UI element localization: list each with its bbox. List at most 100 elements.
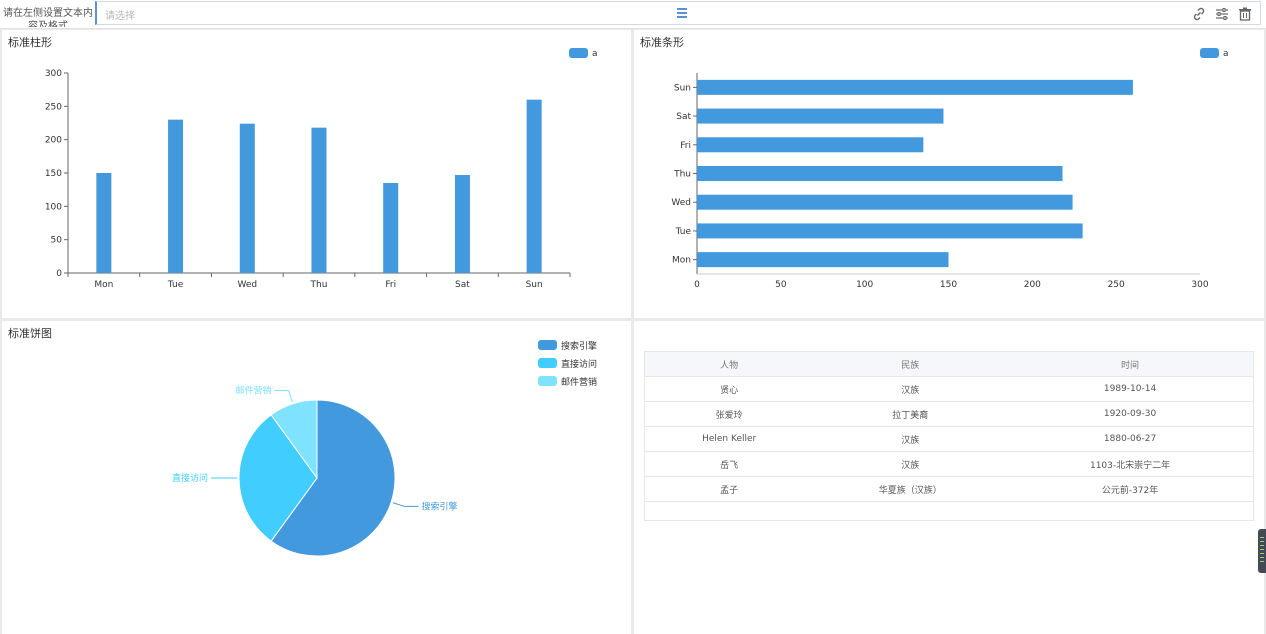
table-cell: 拉丁美裔 bbox=[813, 401, 1008, 427]
table-row[interactable]: 张爱玲 拉丁美裔 1920-09-30 bbox=[644, 401, 1254, 427]
legend-swatch bbox=[538, 376, 557, 386]
y-tick-label: Tue bbox=[675, 227, 692, 237]
x-tick-label: Tue bbox=[167, 280, 184, 290]
y-tick-label: Mon bbox=[672, 256, 691, 266]
column-header: 人物 bbox=[644, 351, 814, 377]
table-row-empty bbox=[644, 501, 1254, 521]
y-tick-label: 150 bbox=[45, 169, 62, 179]
bar-chart-title: 标准柱形 bbox=[8, 36, 52, 49]
pie-slice bbox=[270, 399, 396, 557]
bar bbox=[168, 119, 184, 274]
y-tick-label: Fri bbox=[680, 141, 691, 151]
y-tick-label: 300 bbox=[45, 69, 62, 79]
bar bbox=[697, 79, 1133, 95]
drag-handle-icon[interactable] bbox=[677, 1, 687, 25]
legend-swatch bbox=[1200, 48, 1219, 58]
bar bbox=[454, 175, 470, 273]
legend-label: 邮件营销 bbox=[561, 376, 597, 388]
y-tick-label: 100 bbox=[45, 202, 62, 212]
table-cell: Helen Keller bbox=[644, 426, 814, 452]
hbar-chart-panel: 标准条形 a 0 50 100 150 200 250 300 Mon Tue Wed Thu Fri S… bbox=[634, 30, 1264, 318]
pie-label: 直接访问 bbox=[172, 472, 208, 484]
y-tick-label: Wed bbox=[671, 198, 691, 208]
table-panel: 人物 民族 时间 贤心 汉族 1989-10-14 张爱玲 拉丁美裔 1920-… bbox=[634, 321, 1264, 634]
table-cell: 孟子 bbox=[644, 476, 814, 502]
pie-slice bbox=[270, 399, 318, 480]
table-cell: 汉族 bbox=[813, 376, 1008, 402]
x-tick-label: 50 bbox=[775, 280, 787, 290]
legend-swatch bbox=[569, 48, 588, 58]
bar bbox=[697, 194, 1073, 210]
x-tick-label: Thu bbox=[310, 280, 328, 290]
x-tick-label: Wed bbox=[237, 280, 257, 290]
table-cell: 汉族 bbox=[813, 426, 1008, 452]
bar bbox=[311, 127, 327, 274]
hbar-chart-title: 标准条形 bbox=[640, 36, 684, 49]
x-tick-label: 100 bbox=[856, 280, 873, 290]
column-header: 时间 bbox=[1007, 351, 1254, 377]
x-tick-label: Fri bbox=[385, 280, 396, 290]
table-row[interactable]: Helen Keller 汉族 1880-06-27 bbox=[644, 426, 1254, 452]
table-header-row: 人物 民族 时间 bbox=[644, 351, 1254, 377]
x-tick-label: 250 bbox=[1108, 280, 1125, 290]
pie-label-line bbox=[392, 502, 419, 507]
column-header: 民族 bbox=[813, 351, 1008, 377]
top-toolbar: 请在左侧设置文本内容及格式 请选择 bbox=[0, 0, 1266, 29]
legend-swatch bbox=[538, 358, 557, 368]
table-cell: 1920-09-30 bbox=[1007, 401, 1254, 427]
y-tick-label: Sat bbox=[676, 112, 691, 122]
y-tick-label: 50 bbox=[51, 236, 63, 246]
y-tick-label: 200 bbox=[45, 136, 62, 146]
link-icon[interactable] bbox=[1191, 6, 1207, 22]
bar bbox=[96, 173, 112, 273]
x-tick-label: Sat bbox=[455, 280, 470, 290]
pie-slice bbox=[238, 414, 318, 542]
legend-label: a bbox=[1223, 49, 1229, 59]
pie-label: 邮件营销 bbox=[236, 385, 272, 397]
bar bbox=[526, 99, 542, 274]
table-cell: 1880-06-27 bbox=[1007, 426, 1254, 452]
table-row[interactable]: 岳飞 汉族 1103-北宋崇宁二年 bbox=[644, 451, 1254, 477]
pie-label-line bbox=[274, 390, 293, 403]
table-cell: 汉族 bbox=[813, 451, 1008, 477]
side-meter-widget[interactable] bbox=[1258, 529, 1266, 573]
y-tick-label: Sun bbox=[674, 83, 691, 93]
x-tick-label: Mon bbox=[94, 280, 113, 290]
table-cell: 岳飞 bbox=[644, 451, 814, 477]
bar bbox=[697, 166, 1063, 181]
text-setting-hint: 请在左侧设置文本内容及格式 bbox=[3, 8, 93, 27]
pie-chart-title: 标准饼图 bbox=[8, 327, 52, 340]
x-tick-label: 200 bbox=[1024, 280, 1041, 290]
legend-label: 直接访问 bbox=[561, 358, 597, 370]
x-tick-label: 150 bbox=[940, 280, 957, 290]
bar bbox=[697, 137, 924, 153]
pie-label: 搜索引擎 bbox=[421, 500, 457, 512]
bar bbox=[697, 252, 949, 268]
bar bbox=[239, 123, 255, 274]
legend-label: 搜索引擎 bbox=[561, 340, 597, 352]
table-row[interactable]: 孟子 华夏族（汉族） 公元前-372年 bbox=[644, 476, 1254, 502]
x-tick-label: Sun bbox=[526, 280, 543, 290]
table-cell: 贤心 bbox=[644, 376, 814, 402]
y-tick-label: 0 bbox=[56, 269, 62, 279]
table-cell: 1103-北宋崇宁二年 bbox=[1007, 451, 1254, 477]
trash-icon[interactable] bbox=[1237, 6, 1253, 22]
select-placeholder: 请选择 bbox=[105, 11, 135, 22]
y-tick-label: Thu bbox=[673, 170, 691, 180]
hbar-chart: a 0 50 100 150 200 250 300 Mon Tue Wed Thu Fri Sat Sun bbox=[671, 48, 1229, 290]
table-cell: 张爱玲 bbox=[644, 401, 814, 427]
bar-chart: a 0 50 100 150 200 250 300 Mon Tue Wed Thu Fri Sat Sun bbox=[45, 48, 598, 290]
table-cell: 1989-10-14 bbox=[1007, 376, 1254, 402]
table-cell: 公元前-372年 bbox=[1007, 476, 1254, 502]
table-cell: 华夏族（汉族） bbox=[813, 476, 1008, 502]
table-row[interactable]: 贤心 汉族 1989-10-14 bbox=[644, 376, 1254, 402]
sliders-icon[interactable] bbox=[1214, 6, 1230, 22]
pie-chart-panel: 标准饼图 搜索引擎 直接访问 邮件营销 搜索引擎 直接访问 邮件营销 bbox=[2, 321, 631, 634]
x-tick-label: 0 bbox=[694, 280, 700, 290]
legend-swatch bbox=[538, 340, 557, 350]
legend-label: a bbox=[592, 49, 598, 59]
bar bbox=[697, 108, 944, 124]
x-tick-label: 300 bbox=[1191, 280, 1208, 290]
select-dropdown[interactable]: 请选择 bbox=[95, 1, 1261, 25]
